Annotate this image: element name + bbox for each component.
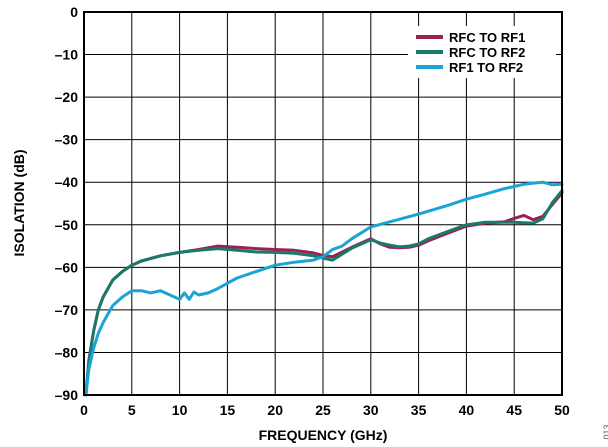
y-tick-label: –50 [55,217,79,233]
legend-label-2: RFC TO RF2 [449,45,525,60]
y-tick-label: –70 [55,302,79,318]
y-tick-label: –30 [55,132,79,148]
x-tick-label: 40 [459,402,475,418]
x-tick-label: 10 [172,402,188,418]
y-tick-label: –20 [55,89,79,105]
x-tick-label: 0 [80,402,88,418]
x-tick-label: 50 [554,402,570,418]
x-tick-label: 25 [315,402,331,418]
y-tick-label: 0 [70,4,78,20]
x-tick-label: 15 [220,402,236,418]
series-line-3 [84,180,564,397]
legend-label-1: RFC TO RF1 [449,30,525,45]
series-layer [84,180,564,397]
x-tick-label: 45 [506,402,522,418]
y-tick-label: –60 [55,259,79,275]
y-axis-title: ISOLATION (dB) [11,149,27,256]
plot-frame [83,11,563,396]
legend-label-3: RF1 TO RF2 [449,60,523,75]
series-line-2 [84,189,564,397]
y-tick-label: –80 [55,344,79,360]
x-tick-label: 30 [363,402,379,418]
x-tick-label: 5 [128,402,136,418]
x-tick-label: 35 [411,402,427,418]
y-tick-labels: 0 –10 –20 –30 –40 –50 –60 –70 –80 –90 [55,4,79,403]
x-axis-title: FREQUENCY (GHz) [259,427,388,443]
figure-id: 013 [602,424,608,439]
x-tick-labels: 0 5 10 15 20 25 30 35 40 45 50 [80,402,570,418]
y-tick-label: –90 [55,387,79,403]
y-tick-label: –10 [55,47,79,63]
y-tick-label: –40 [55,174,79,190]
x-tick-label: 20 [267,402,283,418]
